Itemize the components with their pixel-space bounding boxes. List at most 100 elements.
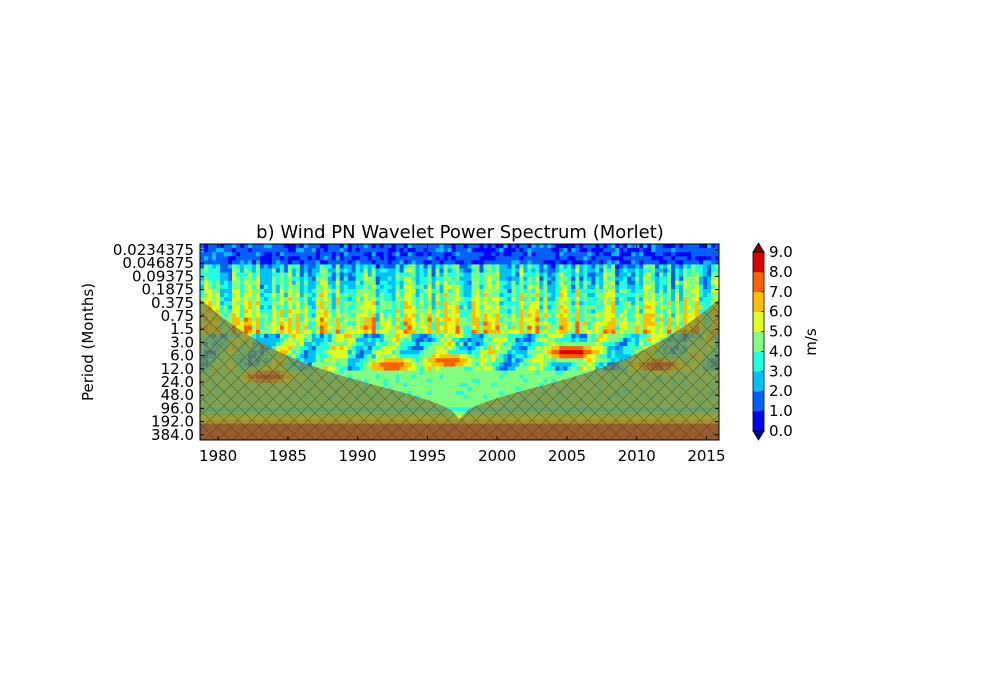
- heatmap-cell: [407, 317, 412, 322]
- heatmap-cell: [347, 325, 353, 331]
- heatmap-cell: [583, 321, 588, 327]
- heatmap-cell: [579, 301, 584, 306]
- heatmap-cell: [423, 284, 428, 290]
- heatmap-cell: [699, 301, 704, 306]
- heatmap-cell: [627, 284, 632, 290]
- heatmap-cell: [611, 325, 616, 331]
- heatmap-cell: [395, 244, 401, 249]
- heatmap-cell: [631, 280, 636, 286]
- heatmap-cell: [443, 293, 448, 298]
- heatmap-cell: [663, 329, 668, 335]
- heatmap-cell: [455, 358, 460, 363]
- heatmap-cell: [575, 362, 580, 367]
- heatmap-cell: [419, 382, 424, 388]
- heatmap-cell: [359, 272, 365, 278]
- heatmap-cell: [451, 366, 456, 371]
- heatmap-cell: [439, 301, 444, 306]
- heatmap-cell: [699, 252, 704, 257]
- heatmap-cell: [543, 321, 548, 327]
- heatmap-cell: [619, 333, 624, 339]
- heatmap-cell: [379, 260, 385, 265]
- heatmap-cell: [603, 350, 608, 355]
- heatmap-cell: [463, 256, 468, 261]
- heatmap-cell: [200, 256, 205, 261]
- heatmap-cell: [711, 272, 716, 278]
- heatmap-cell: [651, 301, 656, 306]
- heatmap-cell: [647, 309, 652, 314]
- heatmap-cell: [415, 378, 420, 384]
- heatmap-cell: [363, 342, 369, 347]
- heatmap-cell: [623, 321, 628, 327]
- heatmap-cell: [367, 346, 373, 351]
- heatmap-cell: [259, 321, 265, 327]
- heatmap-cell: [215, 260, 221, 265]
- heatmap-cell: [379, 288, 385, 294]
- heatmap-cell: [547, 288, 552, 294]
- heatmap-cell: [527, 325, 532, 331]
- heatmap-cell: [331, 325, 337, 331]
- heatmap-cell: [651, 244, 656, 249]
- heatmap-cell: [475, 252, 480, 257]
- heatmap-cell: [651, 297, 656, 302]
- heatmap-cell: [307, 252, 313, 257]
- heatmap-cell: [259, 284, 265, 290]
- heatmap-cell: [287, 305, 293, 310]
- heatmap-cell: [615, 317, 620, 322]
- heatmap-cell: [415, 264, 420, 269]
- heatmap-cell: [375, 333, 381, 339]
- heatmap-cell: [607, 309, 612, 314]
- heatmap-cell: [247, 333, 253, 339]
- heatmap-cell: [315, 260, 321, 265]
- heatmap-cell: [427, 321, 432, 327]
- heatmap-cell: [607, 317, 612, 322]
- heatmap-cell: [351, 354, 357, 359]
- heatmap-cell: [399, 374, 405, 380]
- heatmap-cell: [407, 264, 412, 269]
- heatmap-cell: [311, 333, 317, 339]
- heatmap-cell: [367, 305, 373, 310]
- heatmap-cell: [659, 252, 664, 257]
- heatmap-cell: [327, 305, 333, 310]
- heatmap-cell: [615, 248, 620, 253]
- heatmap-cell: [451, 354, 456, 359]
- heatmap-cell: [307, 309, 313, 314]
- heatmap-cell: [355, 337, 361, 343]
- heatmap-cell: [499, 386, 504, 392]
- heatmap-cell: [411, 362, 416, 367]
- heatmap-cell: [495, 288, 500, 294]
- heatmap-cell: [331, 252, 337, 257]
- heatmap-cell: [487, 252, 492, 257]
- heatmap-cell: [647, 313, 652, 318]
- heatmap-cell: [715, 268, 719, 273]
- heatmap-cell: [495, 329, 500, 335]
- heatmap-cell: [239, 260, 245, 265]
- heatmap-cell: [611, 301, 616, 306]
- heatmap-cell: [551, 358, 556, 363]
- heatmap-cell: [395, 366, 401, 371]
- heatmap-cell: [531, 370, 536, 376]
- heatmap-cell: [443, 382, 448, 388]
- heatmap-cell: [255, 288, 261, 294]
- heatmap-cell: [539, 252, 544, 257]
- heatmap-cell: [631, 313, 636, 318]
- heatmap-cell: [303, 342, 309, 347]
- heatmap-cell: [503, 260, 508, 265]
- heatmap-cell: [579, 309, 584, 314]
- heatmap-cell: [403, 272, 408, 278]
- heatmap-cell: [467, 382, 472, 388]
- heatmap-cell: [371, 350, 377, 355]
- heatmap-cell: [247, 321, 253, 327]
- heatmap-cell: [695, 280, 700, 286]
- heatmap-cell: [639, 268, 644, 273]
- heatmap-cell: [391, 378, 397, 384]
- heatmap-cell: [287, 260, 293, 265]
- heatmap-cell: [303, 244, 309, 249]
- heatmap-cell: [683, 309, 688, 314]
- heatmap-cell: [255, 260, 261, 265]
- heatmap-cell: [551, 305, 556, 310]
- heatmap-cell: [463, 268, 468, 273]
- heatmap-cell: [623, 329, 628, 335]
- heatmap-cell: [503, 374, 508, 380]
- heatmap-cell: [683, 313, 688, 318]
- heatmap-cell: [347, 346, 353, 351]
